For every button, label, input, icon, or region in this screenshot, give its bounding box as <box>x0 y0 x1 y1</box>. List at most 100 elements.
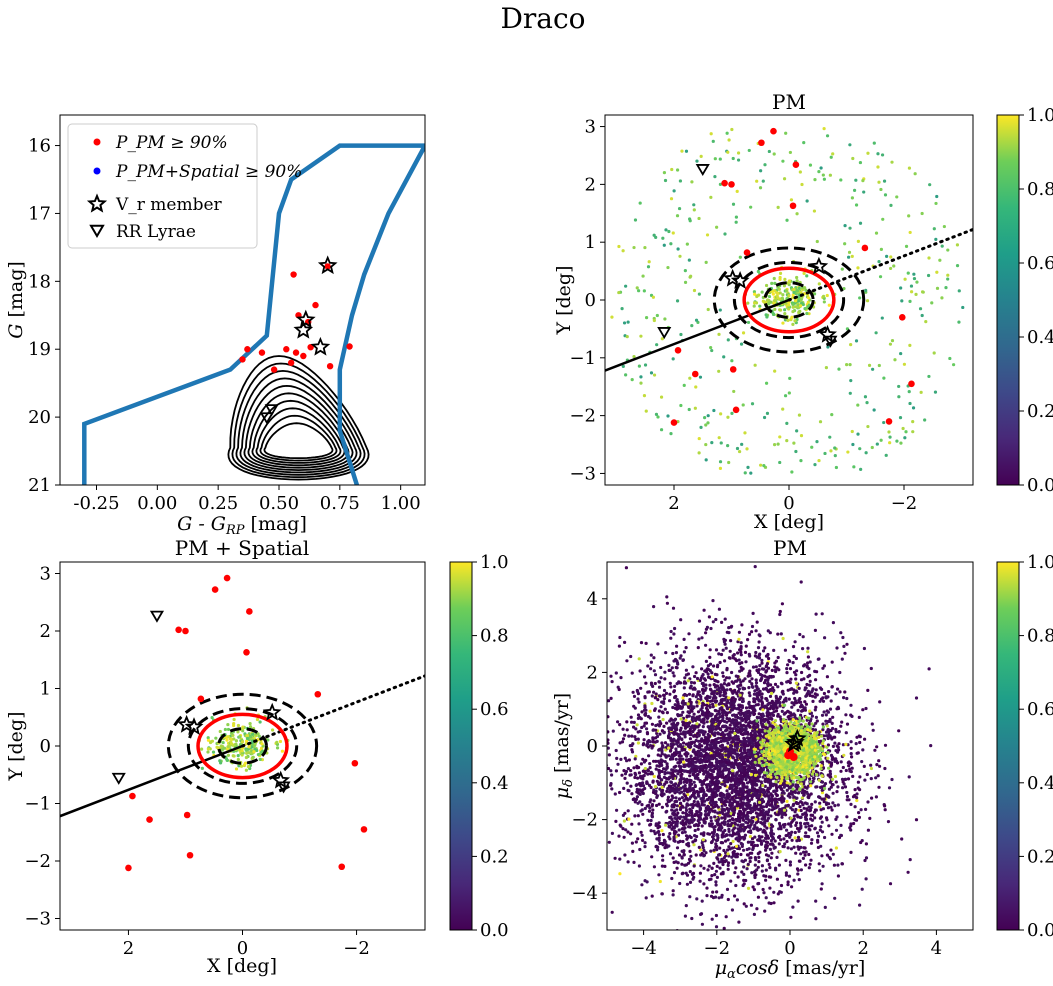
core-star <box>260 742 264 746</box>
field-star <box>908 401 912 406</box>
field-star <box>752 692 757 696</box>
major-axis-dotted <box>241 674 425 748</box>
field-star <box>701 838 705 842</box>
sky-y-tick-label: 3 <box>585 117 596 138</box>
field-star <box>679 713 684 717</box>
field-star <box>745 801 749 805</box>
member-point <box>258 349 266 356</box>
field-star <box>850 196 854 200</box>
field-star <box>617 290 621 295</box>
field-star <box>652 373 657 377</box>
field-star <box>826 736 830 741</box>
field-star <box>781 636 785 641</box>
field-star <box>690 324 694 328</box>
core-star <box>258 720 262 724</box>
field-star <box>882 420 886 425</box>
field-star <box>711 805 715 809</box>
core-star <box>278 739 283 744</box>
field-star <box>865 299 870 303</box>
field-star <box>763 674 767 678</box>
field-star <box>845 790 849 795</box>
field-star <box>655 731 659 736</box>
field-star <box>688 870 692 874</box>
member-point <box>743 249 751 256</box>
field-star <box>679 754 683 758</box>
field-star <box>633 775 637 780</box>
field-star <box>768 674 772 679</box>
field-star <box>748 835 753 839</box>
field-star <box>706 832 710 836</box>
member-point <box>283 346 290 353</box>
field-star <box>694 385 698 389</box>
colorbar-tick-label: 0.2 <box>1027 401 1053 422</box>
field-star <box>738 705 742 709</box>
tidal-ellipse <box>732 260 846 340</box>
field-star <box>830 412 834 417</box>
field-star <box>755 763 759 767</box>
field-star <box>914 292 918 296</box>
field-star <box>621 364 625 368</box>
field-star <box>927 374 931 379</box>
field-star <box>705 699 710 703</box>
field-star <box>730 791 734 795</box>
field-star <box>697 619 702 623</box>
field-star <box>855 792 859 796</box>
field-star <box>638 201 642 205</box>
field-star <box>695 159 699 163</box>
field-star <box>888 342 893 346</box>
core-star <box>773 281 777 285</box>
field-star <box>682 637 686 642</box>
field-star <box>733 871 737 875</box>
colorbar-tick-label: 0.0 <box>480 920 509 941</box>
density-contour <box>251 399 346 467</box>
field-star <box>671 231 675 235</box>
field-star <box>694 738 698 743</box>
core-star <box>244 768 248 772</box>
field-star <box>881 217 885 221</box>
field-star <box>737 920 741 924</box>
field-star <box>846 450 850 454</box>
field-star <box>888 441 892 445</box>
core-star <box>206 738 211 742</box>
field-star <box>836 687 840 691</box>
field-star <box>658 879 662 884</box>
field-star <box>665 711 670 715</box>
field-star <box>851 795 856 799</box>
field-star <box>679 726 683 730</box>
field-star <box>764 836 768 840</box>
field-star <box>834 465 838 470</box>
field-star <box>659 665 663 670</box>
field-star <box>829 805 833 809</box>
core-star <box>247 745 251 749</box>
field-star <box>731 156 735 161</box>
field-star <box>601 701 604 704</box>
field-star <box>666 265 670 270</box>
sky-y-tick-label: −2 <box>569 406 596 427</box>
field-star <box>810 838 814 842</box>
field-star <box>720 816 724 820</box>
field-star <box>702 882 706 886</box>
field-star <box>911 430 915 434</box>
field-star <box>715 864 719 869</box>
field-star <box>669 629 673 634</box>
field-star <box>720 895 724 899</box>
field-star <box>824 734 829 738</box>
field-star <box>710 348 714 353</box>
major-axis-solid <box>605 298 790 372</box>
field-star <box>683 280 688 284</box>
core-star <box>221 740 225 745</box>
field-star <box>726 867 730 871</box>
cmd-x-tick-label: 0.25 <box>198 493 238 514</box>
field-star <box>672 632 676 636</box>
field-star <box>823 451 827 456</box>
field-star <box>626 809 630 813</box>
vr-member-star <box>295 309 316 329</box>
field-star <box>944 286 948 290</box>
field-star <box>831 783 835 787</box>
field-star <box>784 834 788 838</box>
field-star <box>725 789 729 793</box>
field-star <box>771 686 775 690</box>
field-star <box>749 903 754 907</box>
legend-label-pm: P_PM ≥ 90% <box>115 133 228 153</box>
field-star <box>844 731 848 735</box>
